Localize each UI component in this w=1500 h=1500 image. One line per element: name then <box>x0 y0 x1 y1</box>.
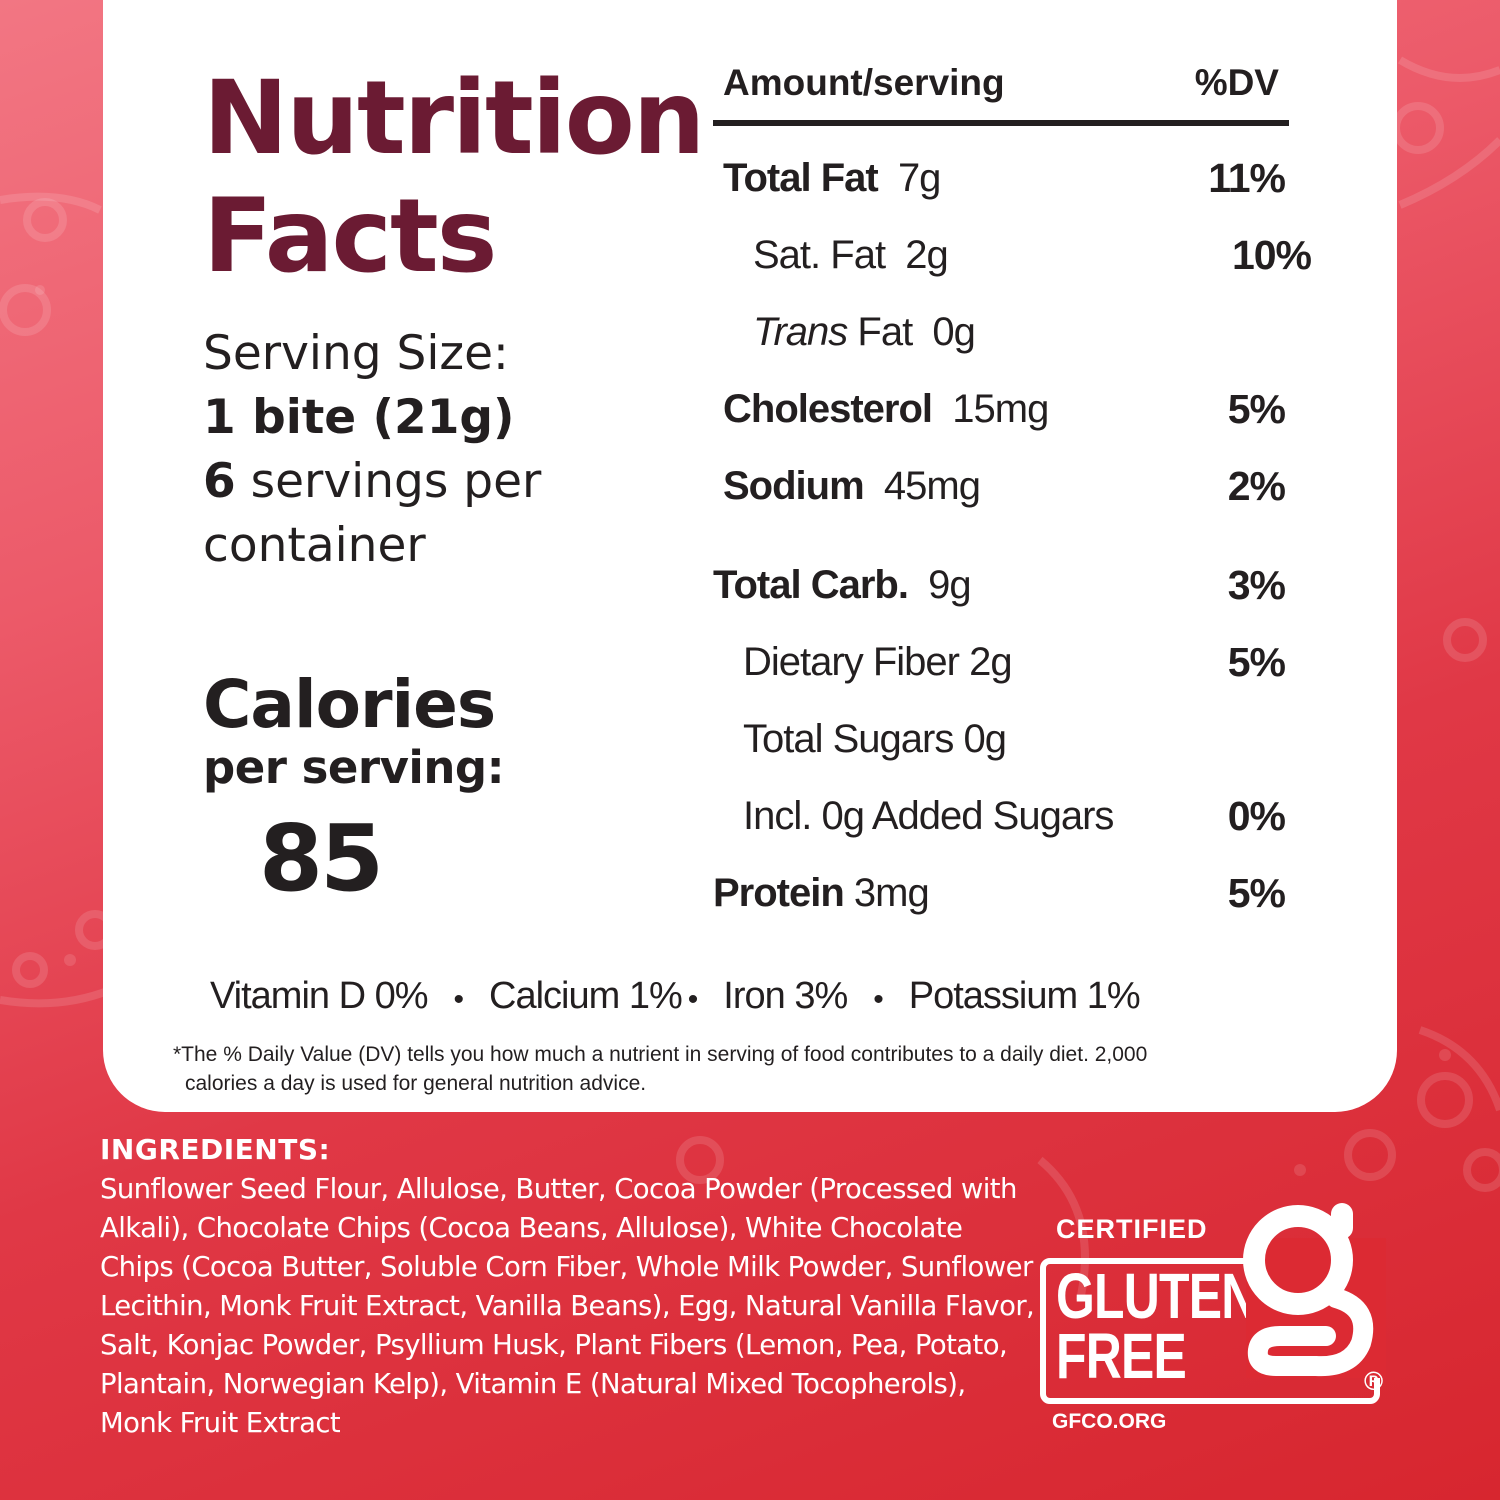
nutrient-amount: 2g <box>905 233 948 277</box>
calories-block: Calories per serving: 85 <box>203 666 505 914</box>
title-line-2: Facts <box>203 177 497 296</box>
bullet-icon: • <box>873 983 883 1016</box>
header-dv: %DV <box>1194 62 1279 103</box>
header-amount: Amount/serving <box>723 62 1005 103</box>
title-line-1: Nutrition <box>203 59 705 178</box>
nutrient-amount: 7g <box>897 156 941 200</box>
table-row-total-carb: Total Carb. 9g 3% <box>713 547 1333 624</box>
calories-label: Calories <box>203 666 496 743</box>
servings-text-2: container <box>203 518 426 573</box>
nutrient-dv: 3% <box>1227 562 1286 608</box>
ingredients-heading: INGREDIENTS: <box>100 1133 331 1166</box>
nutrient-amount: 0g <box>932 310 975 354</box>
vitamins-minerals: Vitamin D 0% • Calcium 1% • Iron 3% • Po… <box>210 975 1310 1025</box>
nutrient-amount: 2g <box>969 640 1012 684</box>
nutrient-dv: 5% <box>1227 386 1286 432</box>
nutrient-name: Sodium <box>723 464 865 508</box>
calories-sublabel: per serving: <box>203 741 505 794</box>
nutrient-dv: 2% <box>1227 463 1286 509</box>
nutrient-name: Sat. Fat <box>753 233 886 277</box>
nutrient-name-italic: Trans <box>753 310 848 354</box>
nutrient-name: Total Sugars <box>743 717 954 761</box>
table-row-added-sugars: Incl. 0g Added Sugars 0% <box>713 778 1333 855</box>
registered-icon: ® <box>1364 1366 1384 1396</box>
gfco-g-logo-icon <box>1243 1203 1386 1378</box>
nutrient-name: Cholesterol <box>723 387 933 431</box>
calcium: Calcium 1% <box>489 975 683 1017</box>
nutrient-name: Total Fat <box>723 156 879 200</box>
nutrient-dv: 11% <box>1208 155 1286 201</box>
ingredients-list: Sunflower Seed Flour, Allulose, Butter, … <box>100 1173 1035 1439</box>
table-row-total-sugars: Total Sugars 0g <box>713 701 1333 778</box>
table-header: Amount/serving %DV <box>713 62 1333 116</box>
bullet-icon: • <box>687 983 698 1016</box>
nutrient-dv: 0% <box>1227 793 1286 839</box>
nutrient-name: Dietary Fiber <box>743 640 960 684</box>
nutrient-name: Protein <box>713 871 845 915</box>
vitamin-d: Vitamin D 0% <box>210 975 429 1017</box>
badge-certified: CERTIFIED <box>1056 1214 1208 1244</box>
table-row-trans-fat: Trans Fat 0g <box>713 294 1333 371</box>
nutrient-amount: 15mg <box>952 387 1049 431</box>
nutrient-amount: 3mg <box>853 871 930 915</box>
nutrient-name: Incl. 0g Added Sugars <box>743 794 1114 838</box>
nutrient-amount: 45mg <box>883 464 981 508</box>
badge-text: GLUTEN FREE <box>1056 1260 1257 1392</box>
badge-gluten: GLUTEN <box>1056 1260 1257 1332</box>
footnote-line-1: *The % Daily Value (DV) tells you how mu… <box>173 1043 1148 1066</box>
page-title: Nutrition Facts <box>203 59 705 296</box>
table-row-cholesterol: Cholesterol 15mg 5% <box>713 371 1333 448</box>
nutrient-dv: 10% <box>1231 232 1312 278</box>
nutrition-card: Nutrition Facts Serving Size: 1 bite (21… <box>103 0 1397 1112</box>
nutrient-name: Fat <box>847 310 913 354</box>
servings-text: servings per <box>235 454 542 509</box>
table-row-protein: Protein 3mg 5% <box>713 855 1333 932</box>
serving-size-label: Serving Size: <box>203 326 509 381</box>
footnote-line-2: calories a day is used for general nutri… <box>185 1072 647 1095</box>
table-row-sodium: Sodium 45mg 2% <box>713 448 1333 525</box>
nutrient-amount: 0g <box>963 717 1006 761</box>
servings-count: 6 <box>203 454 236 509</box>
nutrient-name: Total Carb. <box>713 563 909 607</box>
table-row-sat-fat: Sat. Fat 2g 10% <box>713 217 1333 294</box>
table-row-dietary-fiber: Dietary Fiber 2g 5% <box>713 624 1333 701</box>
iron: Iron 3% <box>723 975 848 1017</box>
table-row-total-fat: Total Fat 7g 11% <box>713 140 1333 217</box>
potassium: Potassium 1% <box>908 975 1141 1017</box>
dv-footnote: *The % Daily Value (DV) tells you how mu… <box>173 1040 1353 1098</box>
calories-value: 85 <box>259 805 384 912</box>
nutrient-dv: 5% <box>1227 639 1286 685</box>
header-divider <box>713 120 1289 126</box>
nutrition-table: Amount/serving %DV Total Fat 7g 11% Sat.… <box>713 62 1333 932</box>
bullet-icon: • <box>453 983 464 1016</box>
badge-free: FREE <box>1056 1320 1187 1392</box>
serving-info: Serving Size: 1 bite (21g) 6 servings pe… <box>203 322 541 578</box>
badge-site: GFCO.ORG <box>1052 1410 1167 1433</box>
serving-size-value: 1 bite (21g) <box>203 390 515 445</box>
nutrient-amount: 9g <box>928 563 971 607</box>
gluten-free-badge: CERTIFIED GLUTEN FREE ® GFCO.ORG <box>1036 1198 1396 1438</box>
nutrient-dv: 5% <box>1227 870 1286 916</box>
ingredients-section: INGREDIENTS: Sunflower Seed Flour, Allul… <box>100 1130 1040 1443</box>
